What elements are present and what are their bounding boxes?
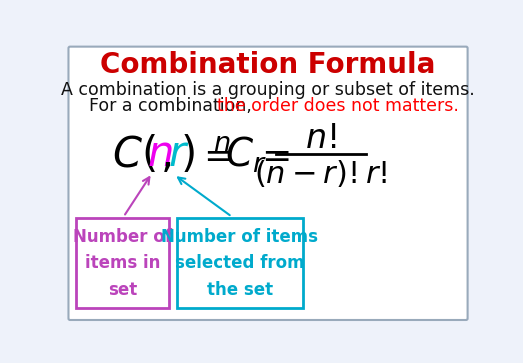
Text: $\mathit{(n-r)!r!}$: $\mathit{(n-r)!r!}$ (254, 158, 388, 189)
FancyBboxPatch shape (177, 219, 302, 309)
Text: Number of items
selected from
the set: Number of items selected from the set (161, 228, 319, 299)
Text: $\mathit{r}$: $\mathit{r}$ (168, 132, 189, 175)
Text: $\mathit{C}($: $\mathit{C}($ (112, 134, 156, 176)
Text: $\mathit{n}!$: $\mathit{n}!$ (305, 122, 337, 155)
FancyBboxPatch shape (69, 46, 468, 320)
Text: Number of
items in
set: Number of items in set (73, 228, 172, 299)
Text: For a combination,: For a combination, (88, 97, 257, 115)
Text: $=$: $=$ (254, 138, 289, 172)
Text: $=$: $=$ (196, 138, 231, 172)
Text: $\mathit{,}$: $\mathit{,}$ (160, 134, 171, 176)
Text: the order does not matters.: the order does not matters. (217, 97, 459, 115)
Text: $\mathit{n}$: $\mathit{n}$ (147, 132, 172, 175)
Text: ${}^{n}\!C_{r}$: ${}^{n}\!C_{r}$ (213, 135, 267, 175)
Text: $\mathit{)}$: $\mathit{)}$ (180, 134, 195, 176)
Text: Combination Formula: Combination Formula (100, 51, 435, 79)
FancyBboxPatch shape (76, 219, 169, 309)
Text: A combination is a grouping or subset of items.: A combination is a grouping or subset of… (61, 81, 474, 99)
